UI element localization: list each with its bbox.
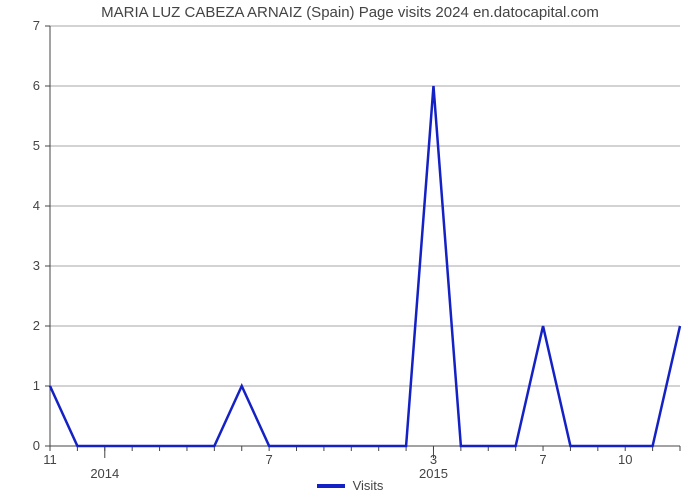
legend: Visits bbox=[0, 478, 700, 493]
svg-text:10: 10 bbox=[618, 452, 632, 467]
svg-text:0: 0 bbox=[33, 438, 40, 453]
svg-text:6: 6 bbox=[33, 78, 40, 93]
svg-text:7: 7 bbox=[266, 452, 273, 467]
svg-text:2: 2 bbox=[33, 318, 40, 333]
legend-swatch bbox=[317, 484, 345, 488]
svg-text:3: 3 bbox=[33, 258, 40, 273]
svg-text:7: 7 bbox=[539, 452, 546, 467]
svg-text:1: 1 bbox=[33, 378, 40, 393]
svg-text:5: 5 bbox=[33, 138, 40, 153]
svg-text:4: 4 bbox=[33, 198, 40, 213]
line-chart: 01234567117371020142015 bbox=[0, 0, 700, 496]
svg-text:7: 7 bbox=[33, 18, 40, 33]
svg-text:11: 11 bbox=[43, 452, 57, 467]
legend-label: Visits bbox=[353, 478, 384, 493]
